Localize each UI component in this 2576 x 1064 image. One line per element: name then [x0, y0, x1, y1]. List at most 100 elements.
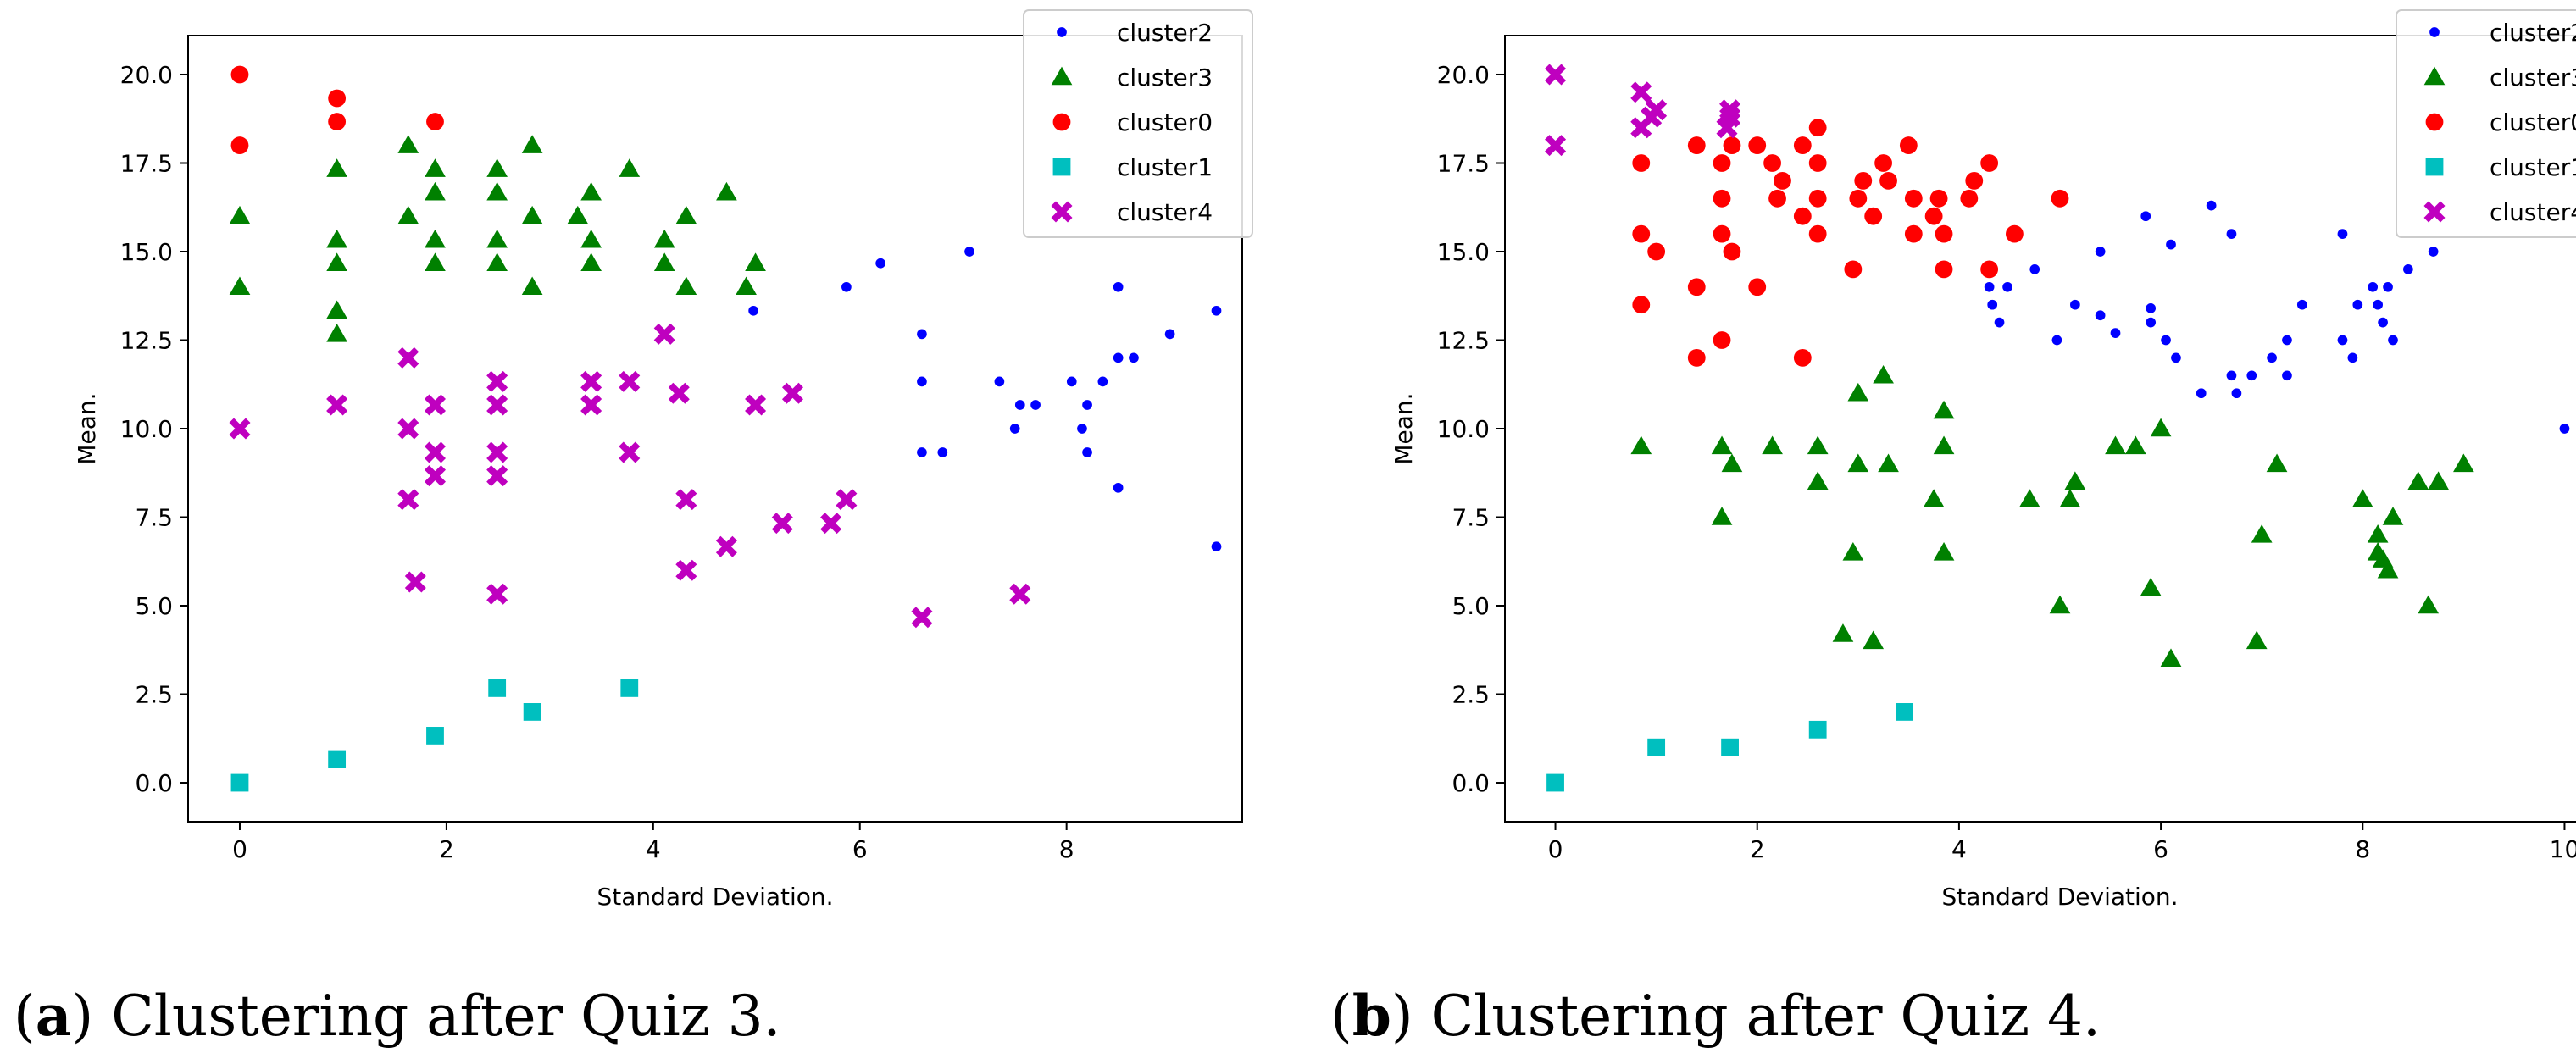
point-cluster4 — [229, 418, 251, 440]
point-cluster3 — [2124, 435, 2146, 455]
point-cluster2 — [917, 376, 927, 387]
point-cluster1 — [1721, 738, 1739, 756]
point-cluster3 — [2059, 489, 2081, 507]
point-cluster2 — [937, 447, 948, 457]
legend-marker-cluster1 — [1052, 158, 1071, 176]
point-cluster3 — [1630, 435, 1652, 455]
point-cluster2 — [1113, 352, 1124, 363]
point-cluster3 — [2382, 507, 2404, 525]
point-cluster0 — [1713, 189, 1731, 208]
legend-label-cluster4: cluster4 — [1117, 198, 1213, 226]
point-cluster4 — [486, 370, 508, 392]
legend-box — [2396, 9, 2576, 238]
point-cluster4 — [1630, 81, 1652, 103]
y-tick-label: 15.0 — [1437, 238, 1490, 266]
point-cluster0 — [1929, 189, 1948, 208]
point-cluster2 — [2373, 299, 2383, 310]
point-cluster4 — [820, 513, 842, 535]
y-tick-label: 7.5 — [135, 504, 173, 532]
point-cluster0 — [1647, 242, 1666, 261]
point-cluster0 — [1808, 154, 1827, 172]
point-cluster2 — [2095, 247, 2106, 257]
point-cluster2 — [2282, 335, 2292, 346]
point-cluster3 — [1711, 435, 1733, 455]
point-cluster3 — [716, 181, 737, 201]
point-cluster0 — [1874, 154, 1892, 172]
point-cluster3 — [326, 229, 347, 248]
point-cluster2 — [2095, 310, 2106, 321]
y-tick-label: 12.5 — [1437, 326, 1490, 354]
legend-label-cluster3: cluster3 — [1117, 64, 1213, 91]
point-cluster3 — [675, 276, 697, 296]
point-cluster0 — [1687, 278, 1706, 296]
point-cluster3 — [486, 158, 508, 177]
point-cluster3 — [1847, 382, 1869, 402]
legend-label-cluster4: cluster4 — [2490, 198, 2576, 226]
point-cluster1 — [426, 727, 444, 745]
x-tick-label: 2 — [1750, 835, 1765, 863]
point-cluster3 — [2049, 595, 2071, 614]
series-cluster4 — [1545, 64, 1741, 157]
caption-b-text: ) Clustering after Quiz 4. — [1391, 984, 2101, 1049]
point-cluster2 — [917, 447, 927, 457]
point-cluster2 — [1113, 281, 1124, 292]
point-cluster3 — [2407, 471, 2429, 490]
point-cluster2 — [2140, 211, 2151, 222]
point-cluster3 — [425, 252, 446, 272]
point-cluster4 — [424, 441, 446, 463]
point-cluster0 — [1965, 171, 1984, 190]
caption-a-label: a — [35, 983, 72, 1049]
point-cluster2 — [1113, 482, 1124, 493]
point-cluster3 — [229, 276, 251, 296]
legend-marker-cluster4 — [1051, 201, 1073, 223]
point-cluster4 — [486, 394, 508, 416]
point-cluster4 — [397, 489, 419, 511]
legend-label-cluster1: cluster1 — [2490, 153, 2576, 181]
point-cluster2 — [2206, 200, 2217, 211]
point-cluster1 — [1647, 738, 1666, 756]
point-cluster4 — [781, 382, 803, 404]
legend-marker-cluster3 — [1051, 66, 1073, 86]
point-cluster0 — [426, 113, 444, 130]
y-tick-label: 15.0 — [120, 238, 173, 266]
point-cluster2 — [2383, 281, 2393, 292]
point-cluster0 — [1980, 154, 1999, 172]
point-cluster2 — [2161, 335, 2171, 346]
point-cluster3 — [2251, 524, 2273, 543]
y-tick-label: 2.5 — [1452, 681, 1490, 709]
point-cluster3 — [425, 229, 446, 248]
point-cluster3 — [397, 135, 419, 153]
point-cluster3 — [1807, 471, 1829, 490]
y-tick-label: 0.0 — [135, 769, 173, 797]
point-cluster3 — [425, 181, 446, 201]
point-cluster1 — [230, 773, 249, 792]
point-cluster2 — [1014, 400, 1025, 410]
point-cluster2 — [1994, 317, 2005, 328]
point-cluster0 — [1935, 224, 1953, 243]
point-cluster2 — [2051, 335, 2062, 346]
point-cluster0 — [1904, 224, 1923, 243]
point-cluster3 — [736, 276, 757, 296]
point-cluster3 — [2266, 453, 2288, 473]
point-cluster0 — [1904, 189, 1923, 208]
point-cluster4 — [580, 370, 602, 392]
point-cluster4 — [715, 535, 737, 557]
point-cluster3 — [1711, 507, 1733, 525]
point-cluster4 — [911, 607, 933, 629]
point-cluster0 — [1632, 154, 1651, 172]
point-cluster2 — [1211, 305, 1222, 316]
point-cluster3 — [1873, 364, 1894, 384]
point-cluster0 — [230, 65, 249, 84]
point-cluster3 — [2018, 489, 2040, 507]
point-cluster3 — [653, 252, 675, 272]
point-cluster4 — [653, 323, 675, 345]
point-cluster0 — [1793, 136, 1812, 154]
point-cluster2 — [2002, 281, 2012, 292]
point-cluster2 — [2246, 370, 2257, 381]
point-cluster3 — [486, 229, 508, 248]
y-tick-label: 2.5 — [135, 681, 173, 709]
point-cluster0 — [1713, 224, 1731, 243]
point-cluster0 — [1768, 189, 1786, 208]
legend-box — [1023, 9, 1253, 238]
point-cluster3 — [229, 205, 251, 224]
